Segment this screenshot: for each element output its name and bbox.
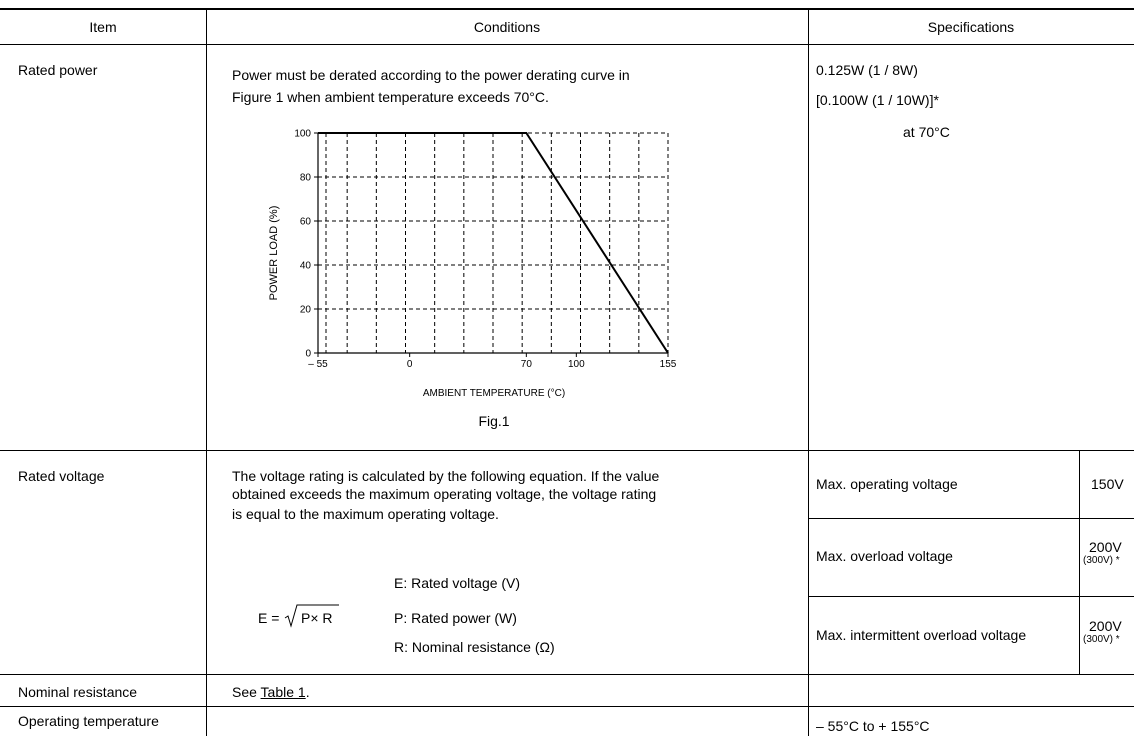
see-prefix: See <box>232 684 261 700</box>
header-item: Item <box>89 19 117 35</box>
spec-sub-divider-1 <box>808 518 1134 519</box>
y-tick-label: 20 <box>300 305 312 316</box>
chart-ylabel: POWER LOAD (%) <box>268 206 280 301</box>
legend-rated-voltage: E: Rated voltage (V) <box>394 575 521 591</box>
x-tick-label: – 55 <box>308 359 328 370</box>
y-tick-label: 0 <box>305 349 311 360</box>
chart-series <box>318 132 669 354</box>
rated-power-spec-line2: [0.100W (1 / 10W)]* <box>816 92 939 108</box>
spec-value-divider <box>1079 450 1080 674</box>
spec-max-operating-voltage-label: Max. operating voltage <box>816 476 958 492</box>
spec-max-intermittent-overload-label: Max. intermittent overload voltage <box>816 627 1027 643</box>
rated-voltage-condition-line2: obtained exceeds the maximum operating v… <box>232 486 657 502</box>
row-divider-3 <box>0 706 1134 707</box>
rated-power-spec-line1: 0.125W (1 / 8W) <box>816 62 918 78</box>
header-conditions: Conditions <box>473 19 541 35</box>
row-divider-1 <box>0 450 1134 451</box>
item-operating-temperature: Operating temperature <box>18 713 159 729</box>
x-tick-label: 100 <box>568 359 585 370</box>
item-rated-voltage: Rated voltage <box>18 468 105 484</box>
y-tick-label: 100 <box>294 129 311 140</box>
table-top-border <box>0 8 1134 10</box>
operating-temperature-spec: – 55°C to + 155°C <box>816 718 930 734</box>
nominal-resistance-condition: See Table 1. <box>232 683 310 701</box>
rated-voltage-condition-line1: The voltage rating is calculated by the … <box>232 468 660 484</box>
header-bottom-border <box>0 44 1134 45</box>
derating-curve <box>318 132 669 354</box>
spec-sub-divider-2 <box>808 596 1134 597</box>
rated-power-condition-line1: Power must be derated according to the p… <box>232 67 630 83</box>
rated-power-spec-line3: at 70°C <box>903 124 950 140</box>
spec-max-intermittent-overload-value: 200V <box>1089 618 1122 634</box>
x-tick-label: 0 <box>407 359 413 370</box>
rated-power-condition-line2: Figure 1 when ambient temperature exceed… <box>232 89 549 105</box>
y-tick-label: 60 <box>300 217 312 228</box>
chart-caption: Fig.1 <box>478 413 509 429</box>
row-divider-2 <box>0 674 1134 675</box>
rated-voltage-condition-line3: is equal to the maximum operating voltag… <box>232 506 499 522</box>
spec-max-overload-voltage-sub: (300V) * <box>1083 555 1120 566</box>
header-specifications: Specifications <box>927 19 1015 35</box>
spec-max-overload-voltage-value: 200V <box>1089 539 1122 555</box>
square-root-symbol <box>284 604 339 628</box>
x-tick-label: 155 <box>660 359 677 370</box>
column-divider-item <box>206 8 207 736</box>
equation-lhs: E = <box>258 610 280 626</box>
y-tick-label: 80 <box>300 173 312 184</box>
chart-xlabel: AMBIENT TEMPERATURE (°C) <box>423 388 565 399</box>
spec-max-overload-voltage-label: Max. overload voltage <box>816 548 953 564</box>
x-tick-label: 70 <box>521 359 533 370</box>
equation-radicand: P× R <box>301 610 333 626</box>
y-tick-label: 40 <box>300 261 312 272</box>
legend-nominal-resistance: R: Nominal resistance (Ω) <box>394 639 555 655</box>
legend-rated-power: P: Rated power (W) <box>394 610 517 626</box>
item-nominal-resistance: Nominal resistance <box>18 684 138 700</box>
table-1-link[interactable]: Table 1 <box>260 684 306 700</box>
spec-max-intermittent-overload-sub: (300V) * <box>1083 634 1120 645</box>
period: . <box>305 684 310 700</box>
column-divider-conditions <box>808 8 809 736</box>
spec-max-operating-voltage-value: 150V <box>1091 476 1124 492</box>
chart-grid <box>317 132 669 354</box>
item-rated-power: Rated power <box>18 62 98 78</box>
